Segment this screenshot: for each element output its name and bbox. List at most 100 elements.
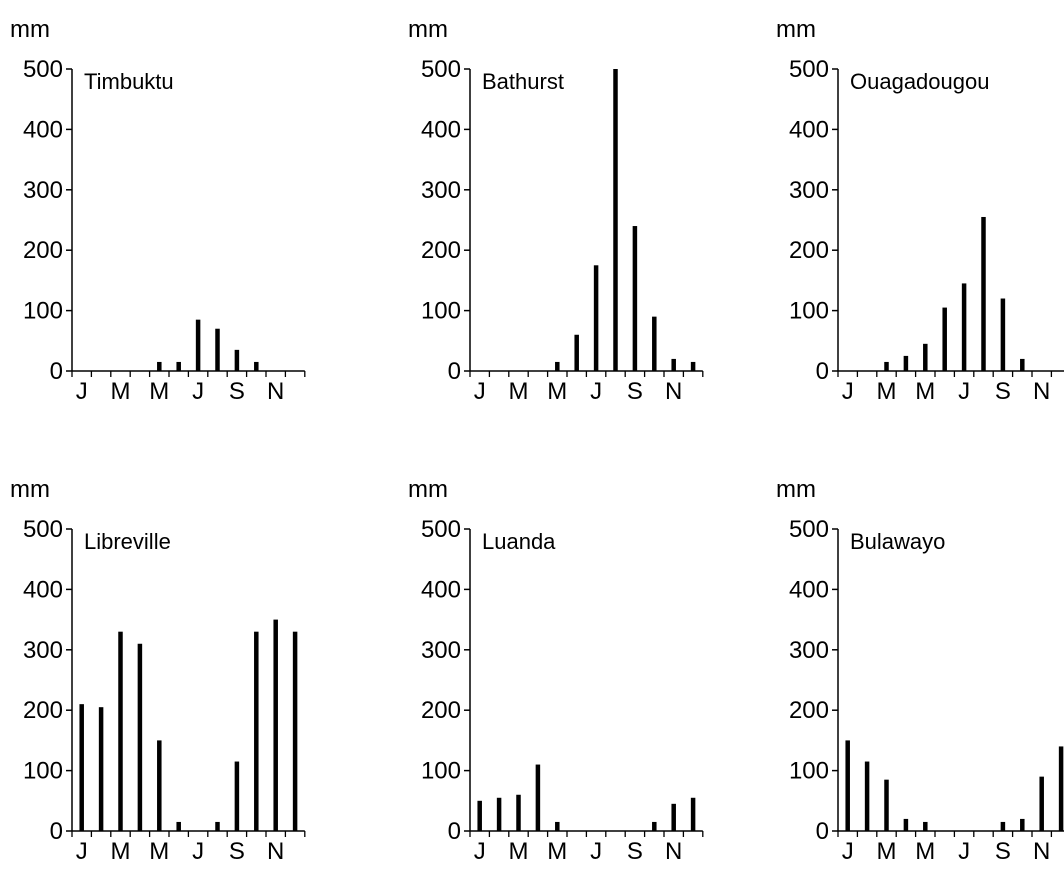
y-tick-label: 0 — [816, 818, 829, 845]
y-tick-label: 0 — [50, 818, 63, 845]
rain-bar-apr — [903, 355, 909, 371]
x-month-label: N — [1033, 838, 1050, 865]
rain-bar-sep — [234, 349, 240, 371]
rain-bar-aug — [215, 821, 220, 831]
x-month-label: S — [229, 378, 245, 405]
chart-title: Libreville — [84, 529, 171, 554]
y-unit-label: mm — [776, 476, 816, 503]
y-tick-label: 200 — [789, 697, 829, 724]
x-month-label: N — [665, 838, 682, 865]
x-month-label: M — [547, 378, 567, 405]
x-month-label: M — [149, 378, 169, 405]
rain-bar-apr — [903, 818, 909, 831]
x-month-label: S — [627, 378, 643, 405]
chart-title: Bulawayo — [850, 529, 945, 554]
rain-bar-aug — [215, 328, 220, 371]
rain-bar-dec — [690, 797, 696, 831]
rain-bar-feb — [496, 797, 502, 831]
rain-bar-feb — [98, 707, 104, 831]
rain-bar-sep — [1000, 821, 1006, 831]
y-tick-label: 400 — [789, 576, 829, 603]
rain-bar-may — [157, 740, 162, 831]
rain-bar-jun — [942, 307, 947, 371]
y-tick-label: 500 — [789, 516, 829, 543]
rain-bar-jul — [195, 319, 201, 371]
rain-bar-oct — [1020, 818, 1025, 831]
rain-bar-nov — [273, 619, 278, 831]
y-unit-label: mm — [776, 16, 816, 43]
rain-bar-dec — [690, 361, 696, 371]
x-month-label: S — [995, 378, 1011, 405]
y-tick-label: 300 — [789, 177, 829, 204]
x-month-label: S — [229, 838, 245, 865]
x-month-label: N — [665, 378, 682, 405]
rain-bar-aug — [981, 216, 986, 371]
rain-bar-apr — [137, 643, 143, 831]
y-unit-label: mm — [408, 476, 448, 503]
rain-bar-may — [923, 821, 928, 831]
x-month-label: N — [267, 378, 284, 405]
y-tick-label: 300 — [23, 637, 63, 664]
y-tick-label: 200 — [789, 237, 829, 264]
rain-bar-sep — [632, 226, 638, 371]
rain-bar-jan — [477, 800, 482, 831]
rain-bar-jun — [176, 821, 181, 831]
x-month-label: J — [590, 378, 602, 405]
x-month-label: M — [149, 838, 169, 865]
x-month-label: M — [111, 378, 131, 405]
y-tick-label: 300 — [421, 177, 461, 204]
rain-bar-nov — [671, 803, 676, 831]
x-month-label: J — [958, 378, 970, 405]
rain-bar-oct — [254, 631, 259, 831]
x-month-label: J — [958, 838, 970, 865]
y-tick-label: 100 — [789, 758, 829, 785]
rain-bar-jun — [176, 361, 181, 371]
y-tick-label: 400 — [421, 116, 461, 143]
y-tick-label: 100 — [421, 298, 461, 325]
y-tick-label: 500 — [421, 516, 461, 543]
x-month-label: J — [474, 838, 486, 865]
y-tick-label: 200 — [421, 237, 461, 264]
x-month-label: J — [474, 378, 486, 405]
y-tick-label: 500 — [23, 516, 63, 543]
x-month-label: S — [627, 838, 643, 865]
y-tick-label: 400 — [789, 116, 829, 143]
x-month-label: M — [915, 838, 935, 865]
x-month-label: J — [192, 378, 204, 405]
y-tick-label: 0 — [448, 358, 461, 385]
x-month-label: M — [877, 378, 897, 405]
y-tick-label: 300 — [789, 637, 829, 664]
x-month-label: J — [192, 838, 204, 865]
y-tick-label: 500 — [23, 56, 63, 83]
x-month-label: J — [842, 838, 854, 865]
rain-bar-may — [157, 361, 162, 371]
rain-bar-jan — [79, 704, 84, 831]
rain-bar-dec — [292, 631, 298, 831]
y-unit-label: mm — [10, 16, 50, 43]
x-month-label: M — [509, 378, 529, 405]
x-month-label: J — [76, 378, 88, 405]
x-month-label: J — [76, 838, 88, 865]
chart-title: Luanda — [482, 529, 556, 554]
rain-bar-sep — [1000, 298, 1006, 371]
y-tick-label: 200 — [23, 237, 63, 264]
rain-bar-nov — [671, 358, 676, 371]
rain-bar-jan — [845, 740, 850, 831]
rain-bar-oct — [1020, 358, 1025, 371]
rain-bar-may — [555, 361, 560, 371]
x-month-label: S — [995, 838, 1011, 865]
y-tick-label: 400 — [23, 576, 63, 603]
x-month-label: M — [877, 838, 897, 865]
rain-bar-mar — [884, 779, 889, 831]
y-tick-label: 200 — [23, 697, 63, 724]
rain-bar-jul — [961, 283, 967, 371]
rain-bar-may — [555, 821, 560, 831]
rain-bar-apr — [535, 764, 541, 831]
rain-bar-jul — [593, 265, 599, 371]
